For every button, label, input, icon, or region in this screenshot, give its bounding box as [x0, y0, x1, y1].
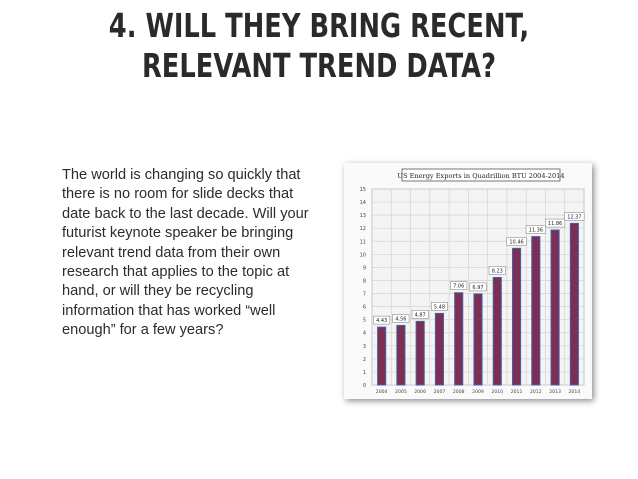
- x-tick-label: 2005: [395, 389, 407, 395]
- data-label: 8.23: [492, 268, 503, 274]
- bar: [550, 229, 560, 386]
- y-tick-label: 15: [360, 187, 366, 193]
- chart-title: US Energy Exports in Quadrillion BTU 200…: [397, 172, 564, 180]
- x-tick-label: 2012: [530, 389, 542, 395]
- data-label-box: [564, 212, 585, 221]
- y-tick-label: 0: [363, 383, 366, 389]
- data-label-box: [450, 281, 468, 290]
- chart-frame: US Energy Exports in Quadrillion BTU 200…: [344, 163, 592, 399]
- bar: [454, 292, 464, 386]
- title-line-2: RELEVANT TREND DATA?: [141, 46, 497, 85]
- data-label: 10.46: [509, 239, 523, 245]
- x-tick-label: 2008: [453, 389, 465, 395]
- data-label-box: [373, 315, 391, 325]
- data-label: 11.86: [548, 221, 562, 227]
- body-paragraph: The world is changing so quickly that th…: [62, 167, 309, 339]
- data-label: 6.97: [472, 285, 483, 291]
- bar: [492, 276, 502, 386]
- y-tick-label: 4: [363, 331, 366, 337]
- y-tick-label: 3: [363, 344, 366, 350]
- bar: [415, 320, 425, 386]
- x-tick-label: 2013: [549, 389, 561, 395]
- y-tick-label: 13: [360, 213, 366, 219]
- bar: [473, 293, 483, 386]
- x-tick-label: 2006: [414, 389, 426, 395]
- y-tick-label: 6: [363, 305, 366, 311]
- bar: [511, 247, 522, 386]
- y-tick-label: 11: [360, 239, 366, 245]
- chart-title-box: [401, 168, 561, 182]
- data-label-box: [411, 310, 429, 319]
- y-tick-label: 5: [363, 318, 366, 324]
- bar: [569, 222, 579, 386]
- y-tick-label: 14: [360, 200, 366, 206]
- bar: [531, 236, 541, 386]
- x-tick-label: 2009: [472, 389, 484, 395]
- data-label: 12.37: [567, 214, 581, 220]
- data-label-box: [431, 302, 448, 311]
- data-label: 4.87: [415, 312, 426, 318]
- y-tick-label: 1: [363, 370, 366, 376]
- x-tick-label: 2007: [434, 389, 446, 395]
- bar: [434, 312, 445, 386]
- x-tick-label: 2004: [376, 389, 388, 395]
- x-tick-label: 2014: [569, 389, 581, 395]
- title-line-1: 4. WILL THEY BRING RECENT,: [108, 6, 530, 45]
- data-label-box: [469, 282, 487, 292]
- data-label: 4.43: [376, 318, 387, 324]
- y-tick-label: 10: [360, 252, 366, 258]
- slide-title: 4. WILL THEY BRING RECENT, RELEVANT TREN…: [70, 6, 568, 86]
- x-tick-label: 2011: [511, 389, 523, 395]
- y-tick-label: 8: [363, 278, 366, 284]
- x-tick-label: 2010: [491, 389, 503, 395]
- y-tick-label: 9: [363, 265, 366, 271]
- data-label: 7.06: [453, 284, 464, 290]
- data-label-box: [506, 237, 527, 246]
- data-label-box: [545, 218, 566, 228]
- data-label-box: [525, 225, 546, 234]
- y-tick-label: 2: [363, 357, 366, 363]
- data-label-box: [392, 314, 410, 323]
- bar: [377, 326, 387, 386]
- energy-exports-chart: US Energy Exports in Quadrillion BTU 200…: [360, 168, 585, 395]
- y-tick-label: 7: [363, 292, 366, 298]
- data-label-box: [488, 266, 506, 275]
- data-label: 4.56: [395, 316, 406, 322]
- bar: [396, 324, 406, 386]
- y-tick-label: 12: [360, 226, 366, 232]
- data-label: 5.48: [434, 304, 445, 310]
- data-label: 11.36: [529, 228, 543, 234]
